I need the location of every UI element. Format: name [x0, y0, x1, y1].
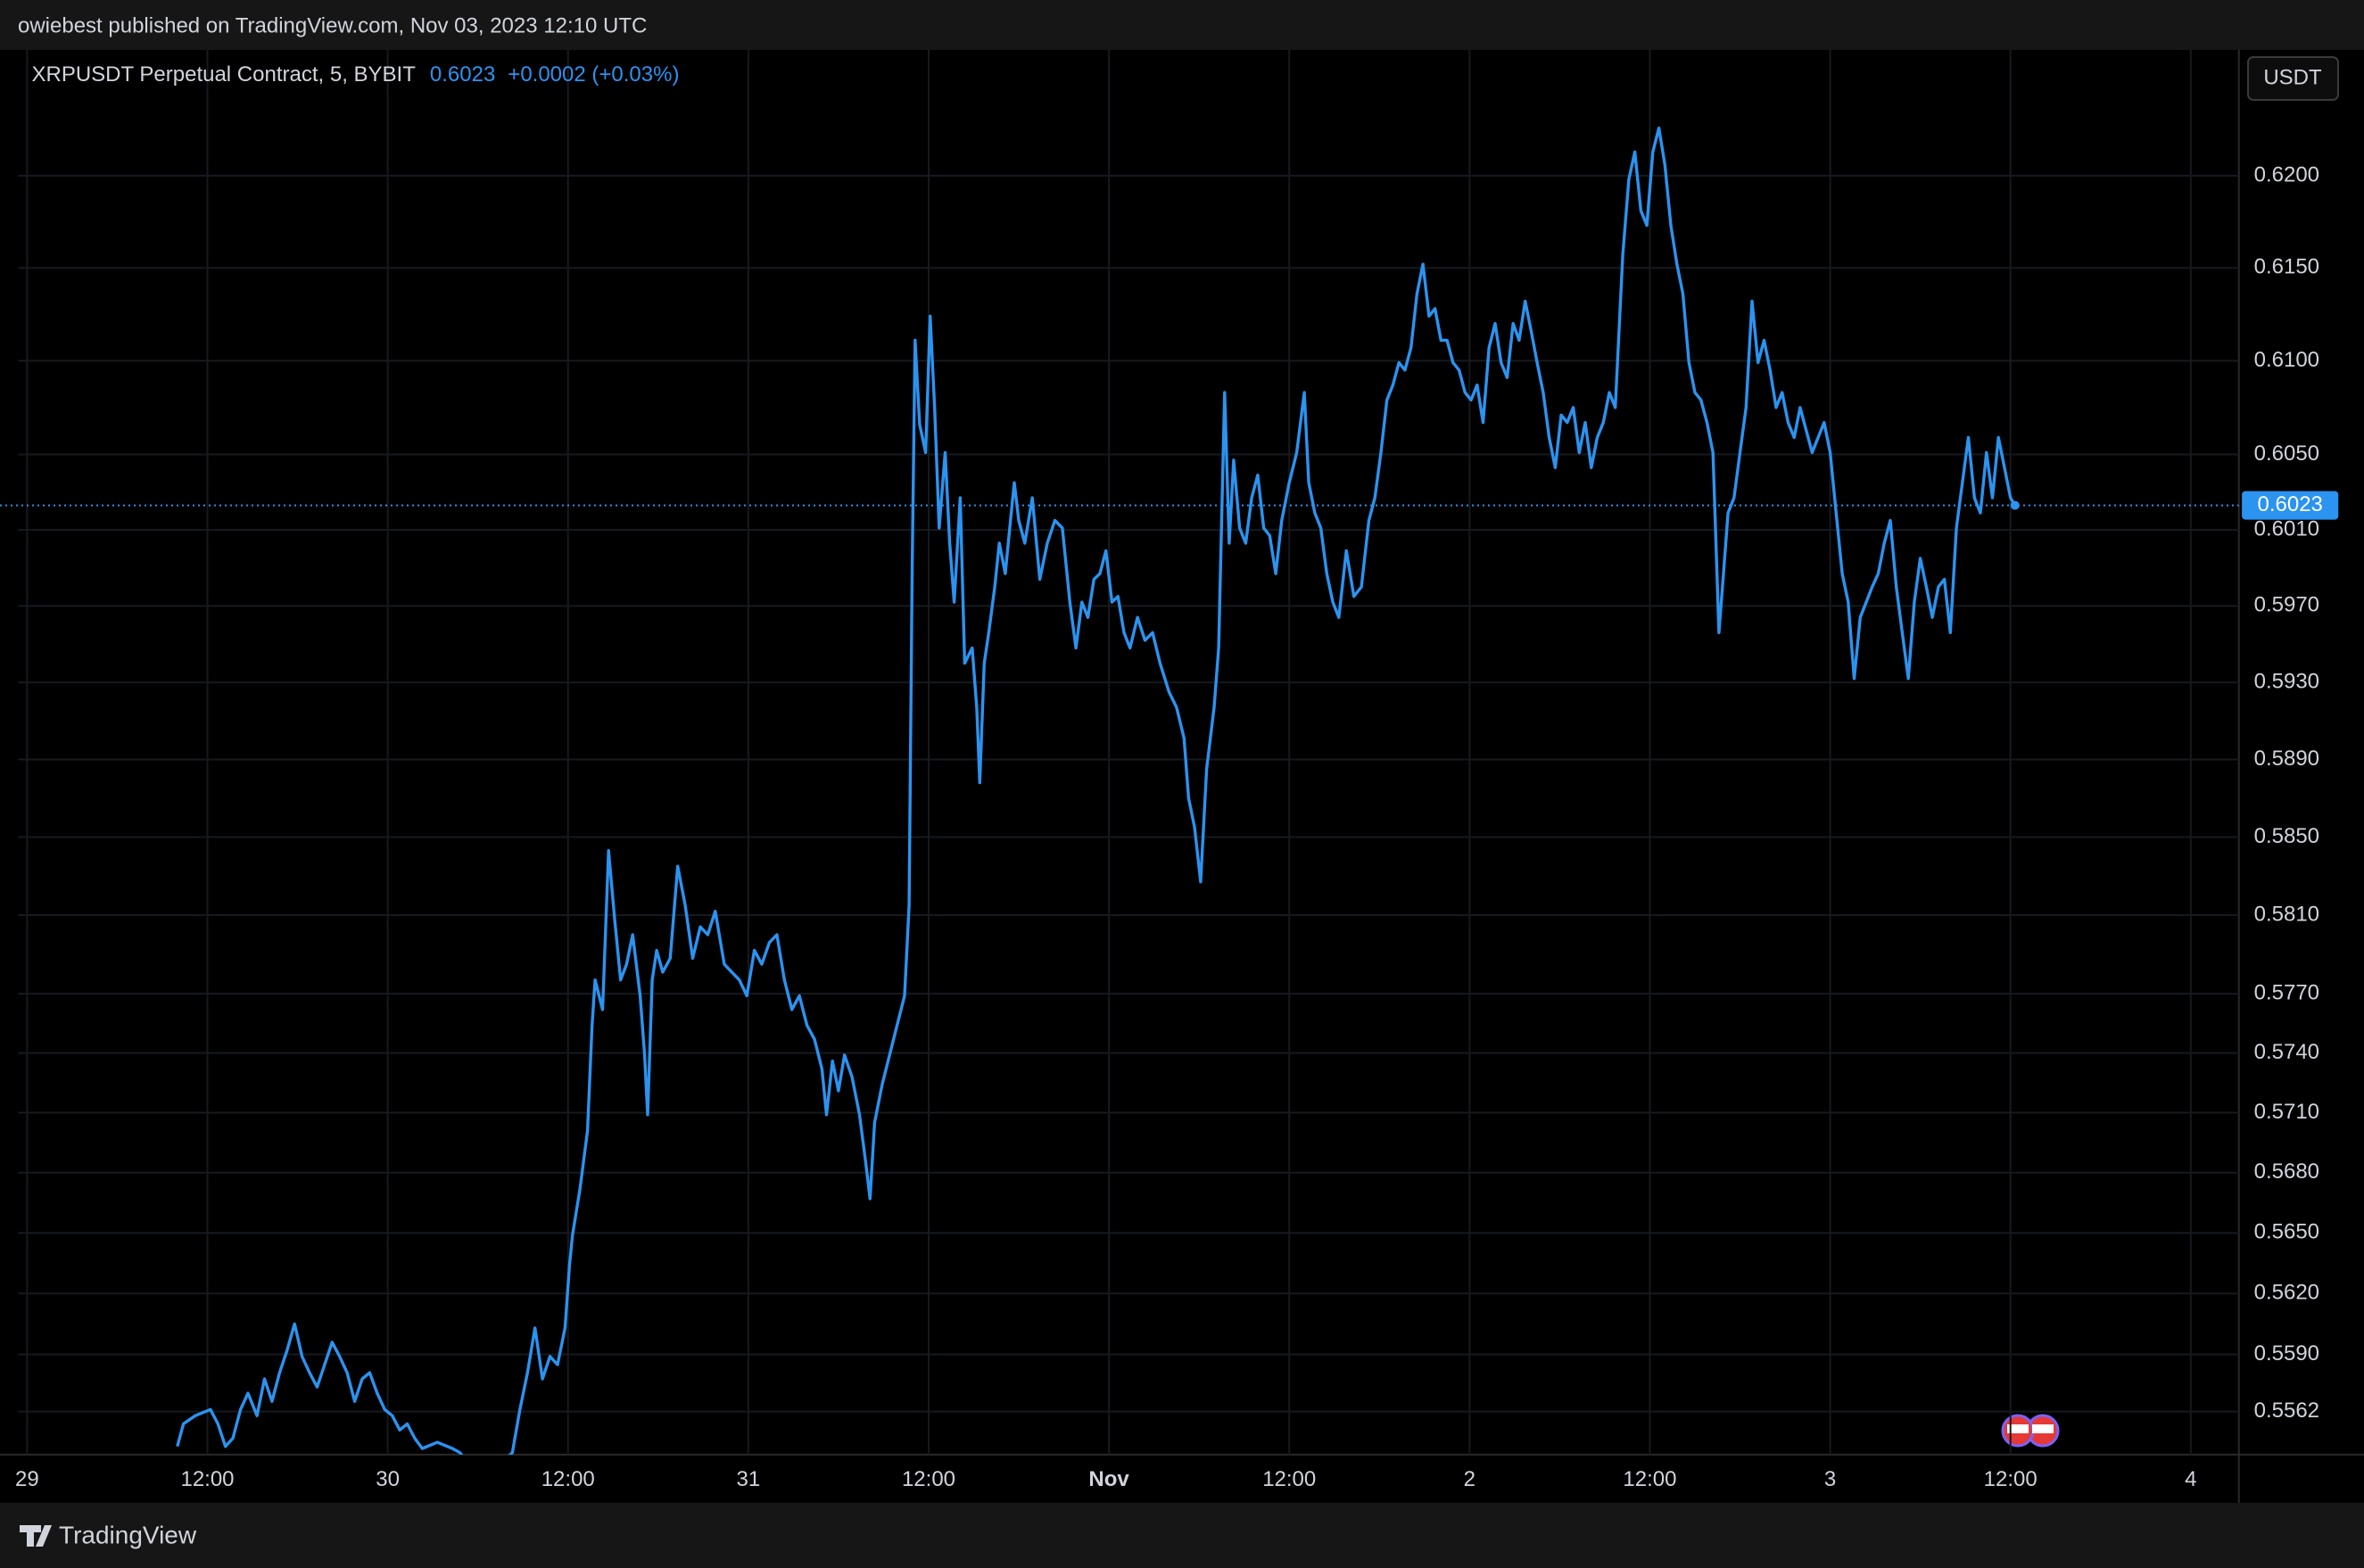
brand-logo — [20, 1525, 52, 1547]
header-price: 0.6023 — [430, 62, 495, 87]
y-tick-label: 0.5930 — [2254, 669, 2319, 693]
last-point — [2010, 500, 2020, 510]
y-tick-label: 0.5650 — [2254, 1220, 2319, 1244]
x-tick-label: 4 — [2185, 1467, 2196, 1491]
chart-area — [0, 50, 2364, 1503]
y-tick-label: 0.6100 — [2254, 348, 2319, 372]
x-tick-label: 12:00 — [1984, 1467, 2038, 1491]
y-tick-label: 0.6150 — [2254, 255, 2319, 279]
currency-button[interactable] — [2247, 56, 2339, 101]
footer-bar — [0, 1503, 2364, 1568]
flag-stripe — [2007, 1424, 2029, 1433]
price-line — [176, 126, 2017, 1455]
y-tick-label: 0.5890 — [2254, 747, 2319, 771]
y-tick-label: 0.6050 — [2254, 442, 2319, 466]
y-tick-label: 0.5710 — [2254, 1100, 2319, 1124]
x-tick-label: 12:00 — [1623, 1467, 1676, 1491]
y-tick-label: 0.5810 — [2254, 902, 2319, 926]
x-tick-label: 30 — [376, 1467, 400, 1491]
y-tick-label: 0.6010 — [2254, 516, 2319, 541]
top-bar — [0, 0, 2364, 50]
published-note: owiebest published on TradingView.com, N… — [18, 13, 647, 37]
brand-name: TradingView — [59, 1521, 197, 1548]
x-tick-label: 29 — [15, 1467, 39, 1491]
currency-label: USDT — [2263, 65, 2322, 89]
x-tick-label: 12:00 — [902, 1467, 955, 1491]
y-tick-label: 0.5562 — [2254, 1399, 2319, 1423]
y-tick-label: 0.6200 — [2254, 162, 2319, 186]
x-tick-label: 12:00 — [1262, 1467, 1316, 1491]
x-tick-label: 12:00 — [180, 1467, 234, 1491]
y-tick-label: 0.5770 — [2254, 980, 2319, 1004]
price-badge-label: 0.6023 — [2257, 492, 2322, 516]
y-tick-label: 0.5590 — [2254, 1341, 2319, 1366]
x-tick-label: Nov — [1088, 1467, 1129, 1491]
x-tick-label: 31 — [737, 1467, 761, 1491]
x-tick-label: 12:00 — [541, 1467, 595, 1491]
y-tick-label: 0.5680 — [2254, 1159, 2319, 1184]
y-tick-label: 0.5970 — [2254, 593, 2319, 617]
x-tick-label: 3 — [1824, 1467, 1836, 1491]
series-name: XRPUSDT Perpetual Contract, 5, BYBIT — [31, 62, 416, 87]
header-change: +0.0002 (+0.03%) — [508, 62, 679, 87]
y-tick-label: 0.5850 — [2254, 824, 2319, 848]
y-tick-label: 0.5740 — [2254, 1040, 2319, 1064]
price-badge — [2242, 491, 2339, 520]
x-tick-label: 2 — [1464, 1467, 1475, 1491]
brand: TradingView — [20, 1521, 197, 1548]
flag-stripe — [2032, 1424, 2054, 1433]
y-tick-label: 0.5620 — [2254, 1281, 2319, 1305]
